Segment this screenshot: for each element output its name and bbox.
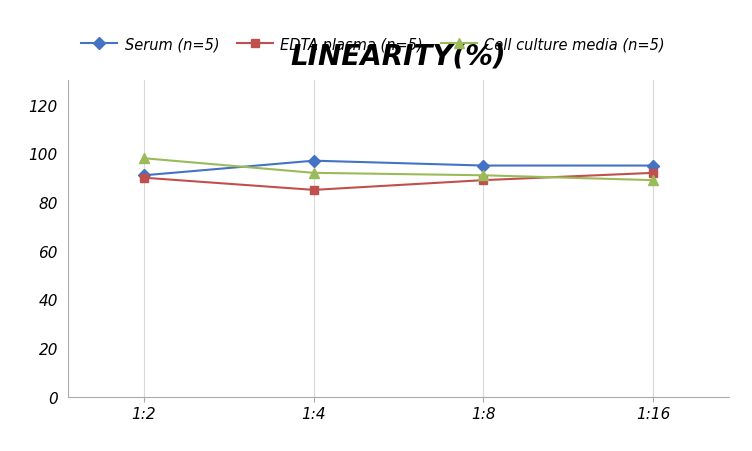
Legend: Serum (n=5), EDTA plasma (n=5), Cell culture media (n=5): Serum (n=5), EDTA plasma (n=5), Cell cul… <box>75 32 671 58</box>
Serum (n=5) <box>479 163 488 169</box>
EDTA plasma (n=5) <box>140 175 149 181</box>
EDTA plasma (n=5) <box>479 178 488 184</box>
Line: Serum (n=5): Serum (n=5) <box>140 157 657 180</box>
Line: Cell culture media (n=5): Cell culture media (n=5) <box>139 154 658 186</box>
Line: EDTA plasma (n=5): EDTA plasma (n=5) <box>140 169 657 195</box>
Serum (n=5) <box>140 173 149 179</box>
Cell culture media (n=5) <box>309 171 318 176</box>
Cell culture media (n=5) <box>140 156 149 161</box>
Cell culture media (n=5) <box>648 178 657 184</box>
Serum (n=5) <box>309 159 318 164</box>
EDTA plasma (n=5) <box>309 188 318 193</box>
Title: LINEARITY(%): LINEARITY(%) <box>291 42 506 70</box>
EDTA plasma (n=5) <box>648 171 657 176</box>
Serum (n=5) <box>648 163 657 169</box>
Cell culture media (n=5) <box>479 173 488 179</box>
